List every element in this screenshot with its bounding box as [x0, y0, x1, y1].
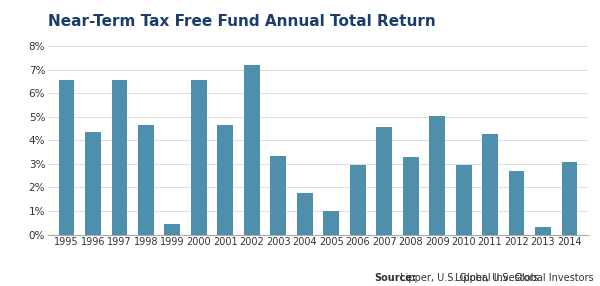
Bar — [59, 80, 74, 235]
Text: Lipper, U.S. Global Investors: Lipper, U.S. Global Investors — [452, 273, 594, 283]
Bar — [297, 193, 313, 235]
Bar — [271, 156, 286, 235]
Bar — [85, 132, 101, 235]
Bar — [350, 165, 365, 235]
Bar — [217, 125, 233, 235]
Bar — [376, 127, 392, 235]
Bar — [323, 211, 339, 235]
Text: Source:: Source: — [374, 273, 416, 283]
Text: Near-Term Tax Free Fund Annual Total Return: Near-Term Tax Free Fund Annual Total Ret… — [48, 14, 436, 29]
Bar — [482, 134, 498, 235]
Bar — [403, 157, 419, 235]
Text: Lipper, U.S. Global Investors: Lipper, U.S. Global Investors — [397, 273, 538, 283]
Bar — [138, 125, 154, 235]
Bar — [164, 224, 181, 235]
Bar — [112, 80, 127, 235]
Bar — [535, 227, 551, 235]
Bar — [455, 164, 472, 235]
Bar — [509, 171, 524, 235]
Bar — [562, 162, 577, 235]
Bar — [191, 80, 207, 235]
Bar — [429, 116, 445, 235]
Bar — [244, 65, 260, 235]
